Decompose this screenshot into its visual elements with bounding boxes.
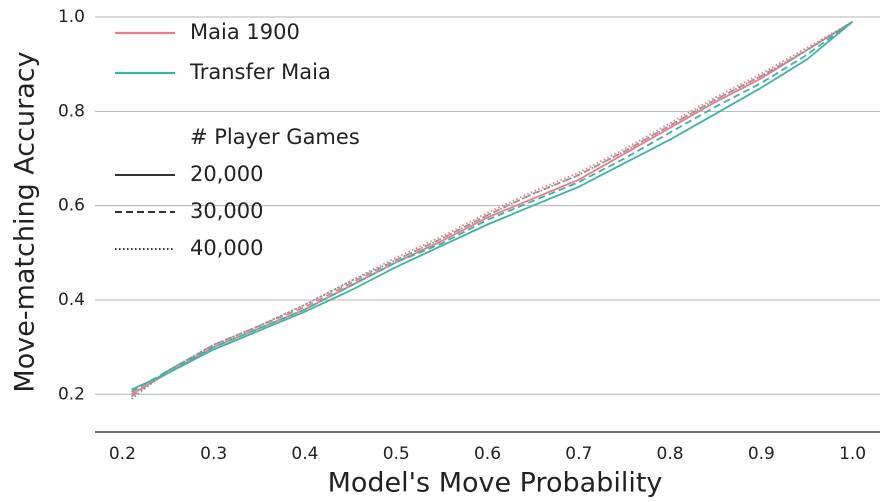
x-tick-label: 0.2 bbox=[109, 444, 136, 464]
x-tick-label: 0.6 bbox=[474, 444, 501, 464]
y-tick-label: 0.2 bbox=[58, 384, 85, 404]
x-tick-label: 0.7 bbox=[565, 444, 592, 464]
y-tick-label: 1.0 bbox=[58, 7, 85, 27]
x-tick-label: 0.5 bbox=[383, 444, 410, 464]
x-tick-label: 0.3 bbox=[200, 444, 227, 464]
x-tick-label: 0.8 bbox=[657, 444, 684, 464]
x-tick-label: 0.9 bbox=[748, 444, 775, 464]
series-line bbox=[131, 20, 854, 393]
legend-label: Transfer Maia bbox=[189, 60, 331, 84]
x-tick-label: 1.0 bbox=[839, 444, 866, 464]
y-tick-label: 0.4 bbox=[58, 290, 85, 310]
series-line bbox=[130, 20, 854, 398]
legend-label: 30,000 bbox=[190, 199, 263, 223]
series-line bbox=[131, 20, 854, 396]
y-axis-label: Move-matching Accuracy bbox=[10, 51, 41, 392]
legend-label: 40,000 bbox=[190, 236, 263, 260]
x-tick-label: 0.4 bbox=[291, 444, 318, 464]
legend-title: # Player Games bbox=[190, 125, 360, 149]
y-tick-label: 0.6 bbox=[58, 196, 85, 216]
y-tick-label: 0.8 bbox=[58, 101, 85, 121]
legend-label: Maia 1900 bbox=[190, 20, 300, 44]
x-axis-label: Model's Move Probability bbox=[328, 468, 663, 499]
series-line bbox=[131, 21, 854, 391]
legend-label: 20,000 bbox=[190, 162, 263, 186]
